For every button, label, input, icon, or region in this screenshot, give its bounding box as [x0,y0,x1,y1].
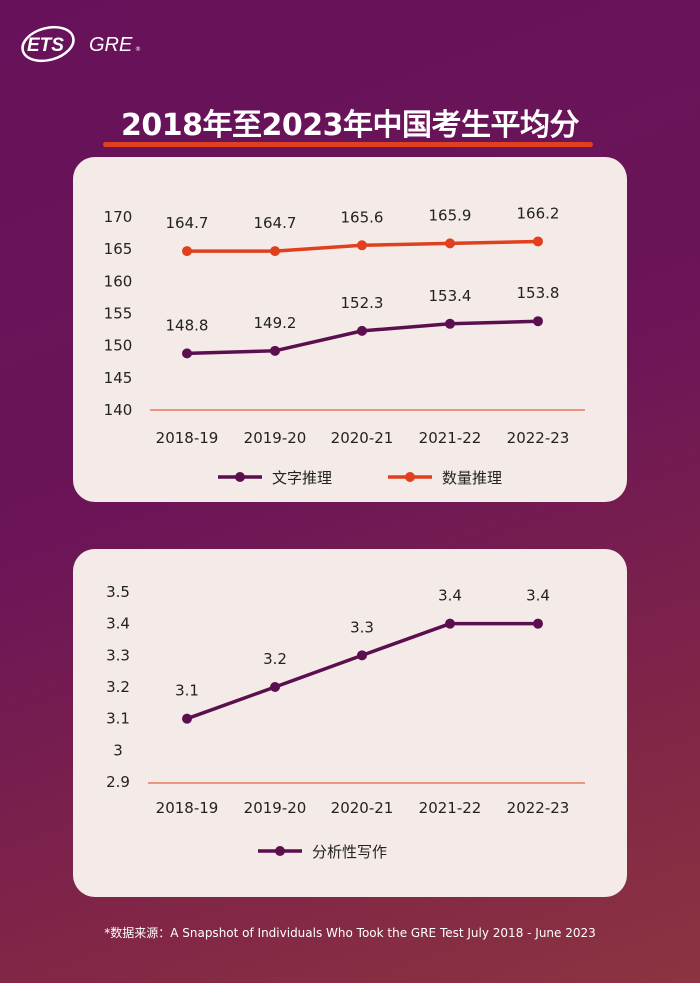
writing-line-chart: 3.5 3.4 3.3 3.2 3.1 3 2.9 2018-19 2019-20 2020-21… [106,583,585,861]
data-point [182,713,192,724]
x-tick-label: 2020-21 [331,799,394,817]
x-tick-label: 2019-20 [244,429,307,447]
y-tick-label: 3.1 [106,710,130,728]
writing-chart-card: 3.5 3.4 3.3 3.2 3.1 3 2.9 2018-19 2019-20 2020-21… [73,549,627,897]
data-point [270,246,280,257]
data-point [445,618,455,629]
y-tick-label: 3.4 [106,615,130,633]
data-label: 148.8 [166,316,209,334]
ets-gre-logo: ETS GRE ® [21,25,141,63]
legend-label: 数量推理 [442,469,502,487]
data-point [533,236,543,247]
data-point [182,348,192,359]
y-tick-label: 3.3 [106,646,130,664]
y-tick-label: 170 [104,208,133,226]
data-label: 149.2 [254,314,297,332]
data-point [357,325,367,336]
legend-marker [235,472,245,482]
x-tick-label: 2019-20 [244,799,307,817]
series-line-0 [186,621,538,721]
data-label: 165.6 [341,208,384,226]
data-label: 164.7 [166,214,209,232]
verbal-quant-line-chart: 170 165 160 155 150 145 140 2018-19 2019-20 2020-… [104,204,585,487]
data-point [445,318,455,329]
y-tick-label: 140 [104,401,133,419]
data-point [533,316,543,327]
y-tick-label: 2.9 [106,773,130,791]
svg-text:ETS: ETS [27,35,64,56]
y-tick-label: 165 [104,240,133,258]
x-tick-label: 2022-23 [507,429,570,447]
x-tick-label: 2021-22 [419,799,482,817]
y-tick-label: 3.5 [106,583,130,601]
page-title: 2018年至2023年中国考生平均分 [121,108,580,143]
x-tick-label: 2018-19 [156,429,219,447]
x-tick-label: 2018-19 [156,799,219,817]
data-label: 153.4 [429,287,472,305]
data-label: 153.8 [517,284,560,302]
data-label: 164.7 [254,214,297,232]
data-point [445,238,455,249]
data-label: 3.4 [526,587,550,605]
data-label: 3.3 [350,618,374,636]
data-point [182,246,192,257]
data-point [270,345,280,356]
legend-marker [275,846,285,856]
y-tick-label: 3 [113,741,123,759]
x-tick-label: 2020-21 [331,429,394,447]
source-footnote: *数据来源：A Snapshot of Individuals Who Took… [104,926,596,940]
legend-label: 分析性写作 [312,843,387,861]
title-underline [103,142,593,147]
data-label: 3.2 [263,650,287,668]
svg-text:®: ® [135,46,141,53]
y-tick-label: 150 [104,337,133,355]
data-point [357,650,367,661]
data-label: 165.9 [429,206,472,224]
data-point [270,682,280,692]
y-tick-label: 3.2 [106,678,130,696]
y-tick-label: 155 [104,305,133,323]
legend-marker [405,472,415,482]
y-tick-label: 145 [104,369,133,387]
svg-text:GRE: GRE [89,34,133,56]
x-tick-label: 2022-23 [507,799,570,817]
data-label: 152.3 [341,294,384,312]
data-point [533,618,543,629]
score-chart-card: 170 165 160 155 150 145 140 2018-19 2019-20 2020-… [73,157,627,502]
data-point [357,240,367,251]
y-tick-label: 160 [104,272,133,290]
data-label: 166.2 [517,204,560,222]
legend-label: 文字推理 [272,469,332,487]
data-label: 3.1 [175,682,199,700]
x-tick-label: 2021-22 [419,429,482,447]
data-label: 3.4 [438,587,462,605]
